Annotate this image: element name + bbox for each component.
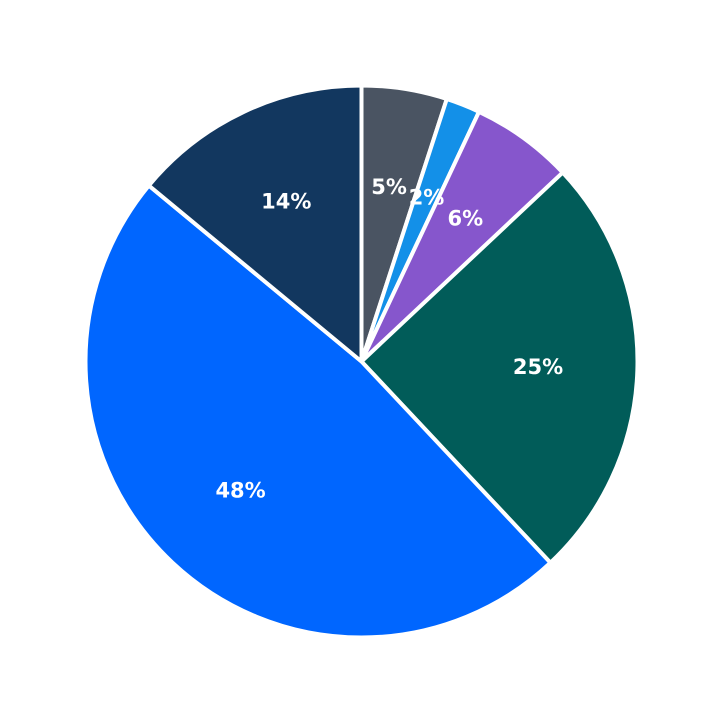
pie-labels: 5% 2%6% 25% 48% 14%	[215, 175, 563, 502]
pie-slice-label-5: 14%	[261, 190, 311, 214]
pie-slice-label-1: 2%	[409, 185, 445, 209]
pie-slice-4	[83, 183, 553, 640]
pie-slice-label-0: 5%	[371, 175, 407, 199]
pie-slice-label-2: 6%	[447, 207, 483, 231]
pie-slice-label-3: 25%	[513, 355, 563, 379]
pie-slice-label-4: 48%	[215, 478, 265, 502]
pie-slices	[83, 83, 640, 640]
pie-slice-5	[146, 83, 364, 364]
pie-slice-3	[359, 170, 640, 565]
